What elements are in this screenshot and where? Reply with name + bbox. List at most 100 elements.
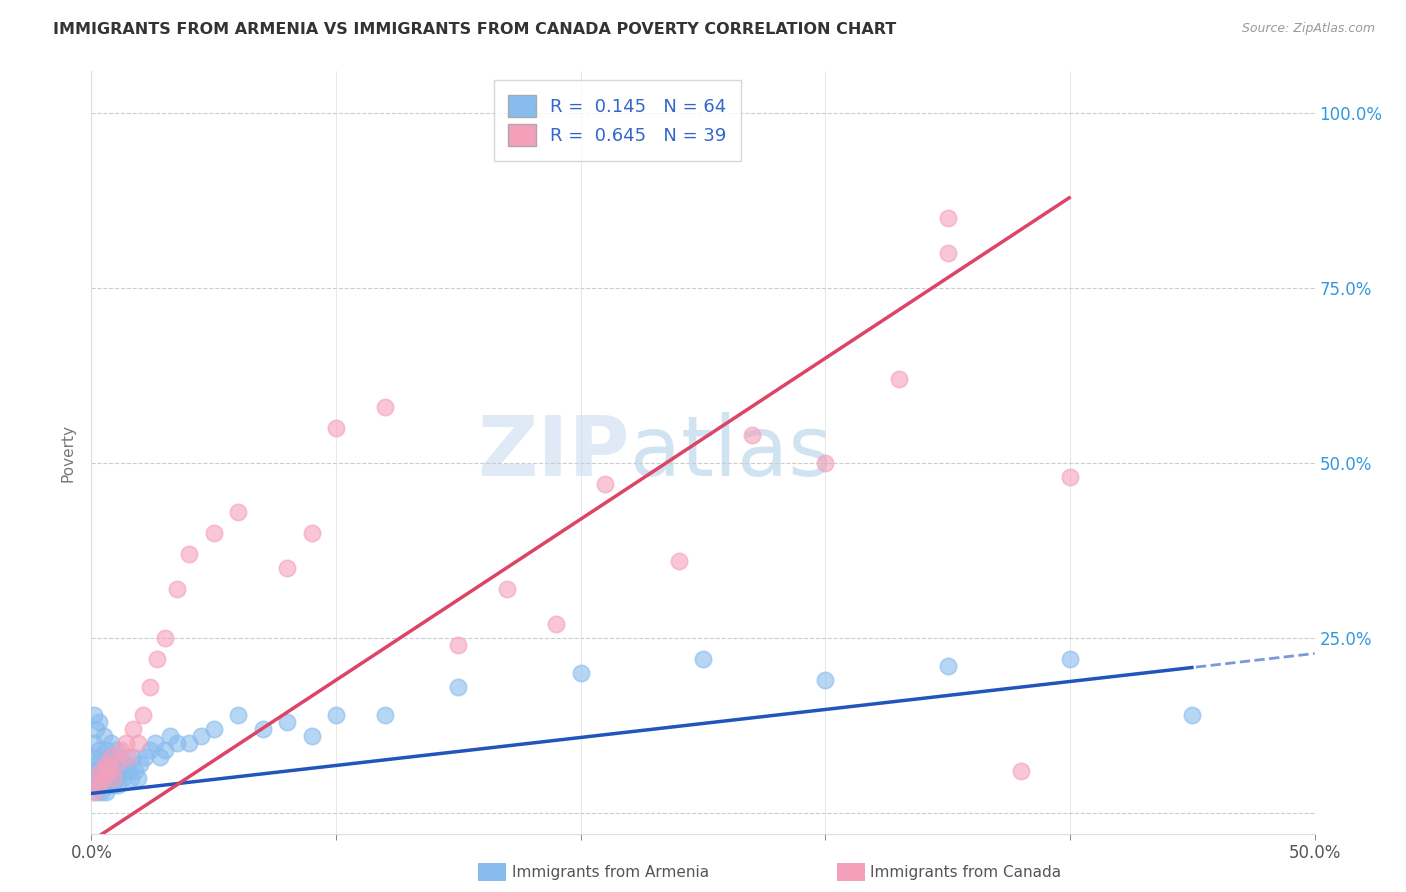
Point bbox=[100, 736, 122, 750]
Point bbox=[90, 771, 112, 785]
Point bbox=[546, 617, 568, 632]
Point bbox=[114, 757, 136, 772]
Point bbox=[1059, 470, 1081, 484]
Point bbox=[107, 778, 129, 792]
Point bbox=[84, 771, 107, 785]
Point bbox=[94, 785, 117, 799]
Point bbox=[93, 757, 115, 772]
Text: Immigrants from Canada: Immigrants from Canada bbox=[870, 865, 1062, 880]
Point bbox=[325, 421, 347, 435]
Point bbox=[87, 714, 110, 729]
Point bbox=[692, 652, 714, 666]
Point bbox=[134, 750, 156, 764]
Point bbox=[83, 708, 105, 723]
Point bbox=[84, 757, 107, 772]
Point bbox=[887, 372, 910, 386]
Point bbox=[179, 736, 201, 750]
Point bbox=[276, 714, 298, 729]
Point bbox=[103, 757, 125, 772]
Point bbox=[153, 631, 176, 645]
Text: Source: ZipAtlas.com: Source: ZipAtlas.com bbox=[1241, 22, 1375, 36]
Point bbox=[814, 673, 837, 687]
Point bbox=[100, 771, 122, 785]
Point bbox=[496, 582, 519, 596]
Point bbox=[127, 771, 149, 785]
Point bbox=[122, 750, 145, 764]
Point bbox=[226, 505, 249, 519]
Point bbox=[374, 708, 396, 723]
Point bbox=[117, 764, 139, 778]
Point bbox=[252, 722, 274, 736]
Point bbox=[93, 729, 115, 743]
Point bbox=[90, 764, 112, 778]
Point bbox=[117, 750, 139, 764]
Text: ZIP: ZIP bbox=[477, 412, 630, 493]
Point bbox=[447, 638, 470, 652]
Point bbox=[124, 764, 146, 778]
Point bbox=[120, 771, 142, 785]
Point bbox=[936, 211, 959, 226]
Point bbox=[202, 722, 225, 736]
Point bbox=[447, 680, 470, 694]
Point bbox=[569, 666, 592, 681]
Point bbox=[668, 554, 690, 568]
Point bbox=[84, 771, 107, 785]
Point bbox=[83, 778, 105, 792]
Point bbox=[103, 771, 125, 785]
Point bbox=[143, 736, 166, 750]
Point bbox=[166, 736, 188, 750]
Text: atlas: atlas bbox=[630, 412, 831, 493]
Point bbox=[814, 456, 837, 470]
Point bbox=[87, 778, 110, 792]
Point bbox=[593, 477, 616, 491]
Point bbox=[103, 778, 125, 792]
Point bbox=[741, 428, 763, 442]
Point bbox=[159, 729, 181, 743]
Point bbox=[83, 785, 105, 799]
Point bbox=[87, 778, 110, 792]
Point bbox=[97, 778, 120, 792]
Point bbox=[93, 778, 115, 792]
Point bbox=[110, 764, 132, 778]
Point bbox=[139, 743, 162, 757]
Point bbox=[107, 750, 129, 764]
Point bbox=[122, 722, 145, 736]
Point bbox=[149, 750, 172, 764]
Point bbox=[179, 547, 201, 561]
Point bbox=[112, 771, 135, 785]
Point bbox=[90, 785, 112, 799]
Point bbox=[94, 764, 117, 778]
Point bbox=[94, 757, 117, 772]
Point bbox=[87, 764, 110, 778]
Point bbox=[94, 743, 117, 757]
Point bbox=[1059, 652, 1081, 666]
Point bbox=[1181, 708, 1204, 723]
Point bbox=[325, 708, 347, 723]
Point bbox=[110, 743, 132, 757]
Point bbox=[97, 764, 120, 778]
Point bbox=[226, 708, 249, 723]
Point bbox=[114, 736, 136, 750]
Point bbox=[87, 743, 110, 757]
Point bbox=[97, 750, 120, 764]
Point bbox=[127, 736, 149, 750]
Point bbox=[202, 526, 225, 541]
Point bbox=[83, 764, 105, 778]
Point bbox=[83, 750, 105, 764]
Point bbox=[936, 246, 959, 260]
Point bbox=[100, 750, 122, 764]
Point bbox=[132, 708, 155, 723]
Point bbox=[129, 757, 152, 772]
Point bbox=[93, 771, 115, 785]
Point bbox=[276, 561, 298, 575]
Y-axis label: Poverty: Poverty bbox=[60, 424, 76, 482]
Point bbox=[301, 526, 323, 541]
Text: Immigrants from Armenia: Immigrants from Armenia bbox=[512, 865, 709, 880]
Point bbox=[83, 736, 105, 750]
Point bbox=[936, 659, 959, 673]
Text: IMMIGRANTS FROM ARMENIA VS IMMIGRANTS FROM CANADA POVERTY CORRELATION CHART: IMMIGRANTS FROM ARMENIA VS IMMIGRANTS FR… bbox=[53, 22, 897, 37]
Point bbox=[104, 757, 127, 772]
Point bbox=[166, 582, 188, 596]
Legend: R =  0.145   N = 64, R =  0.645   N = 39: R = 0.145 N = 64, R = 0.645 N = 39 bbox=[494, 80, 741, 161]
Point bbox=[374, 401, 396, 415]
